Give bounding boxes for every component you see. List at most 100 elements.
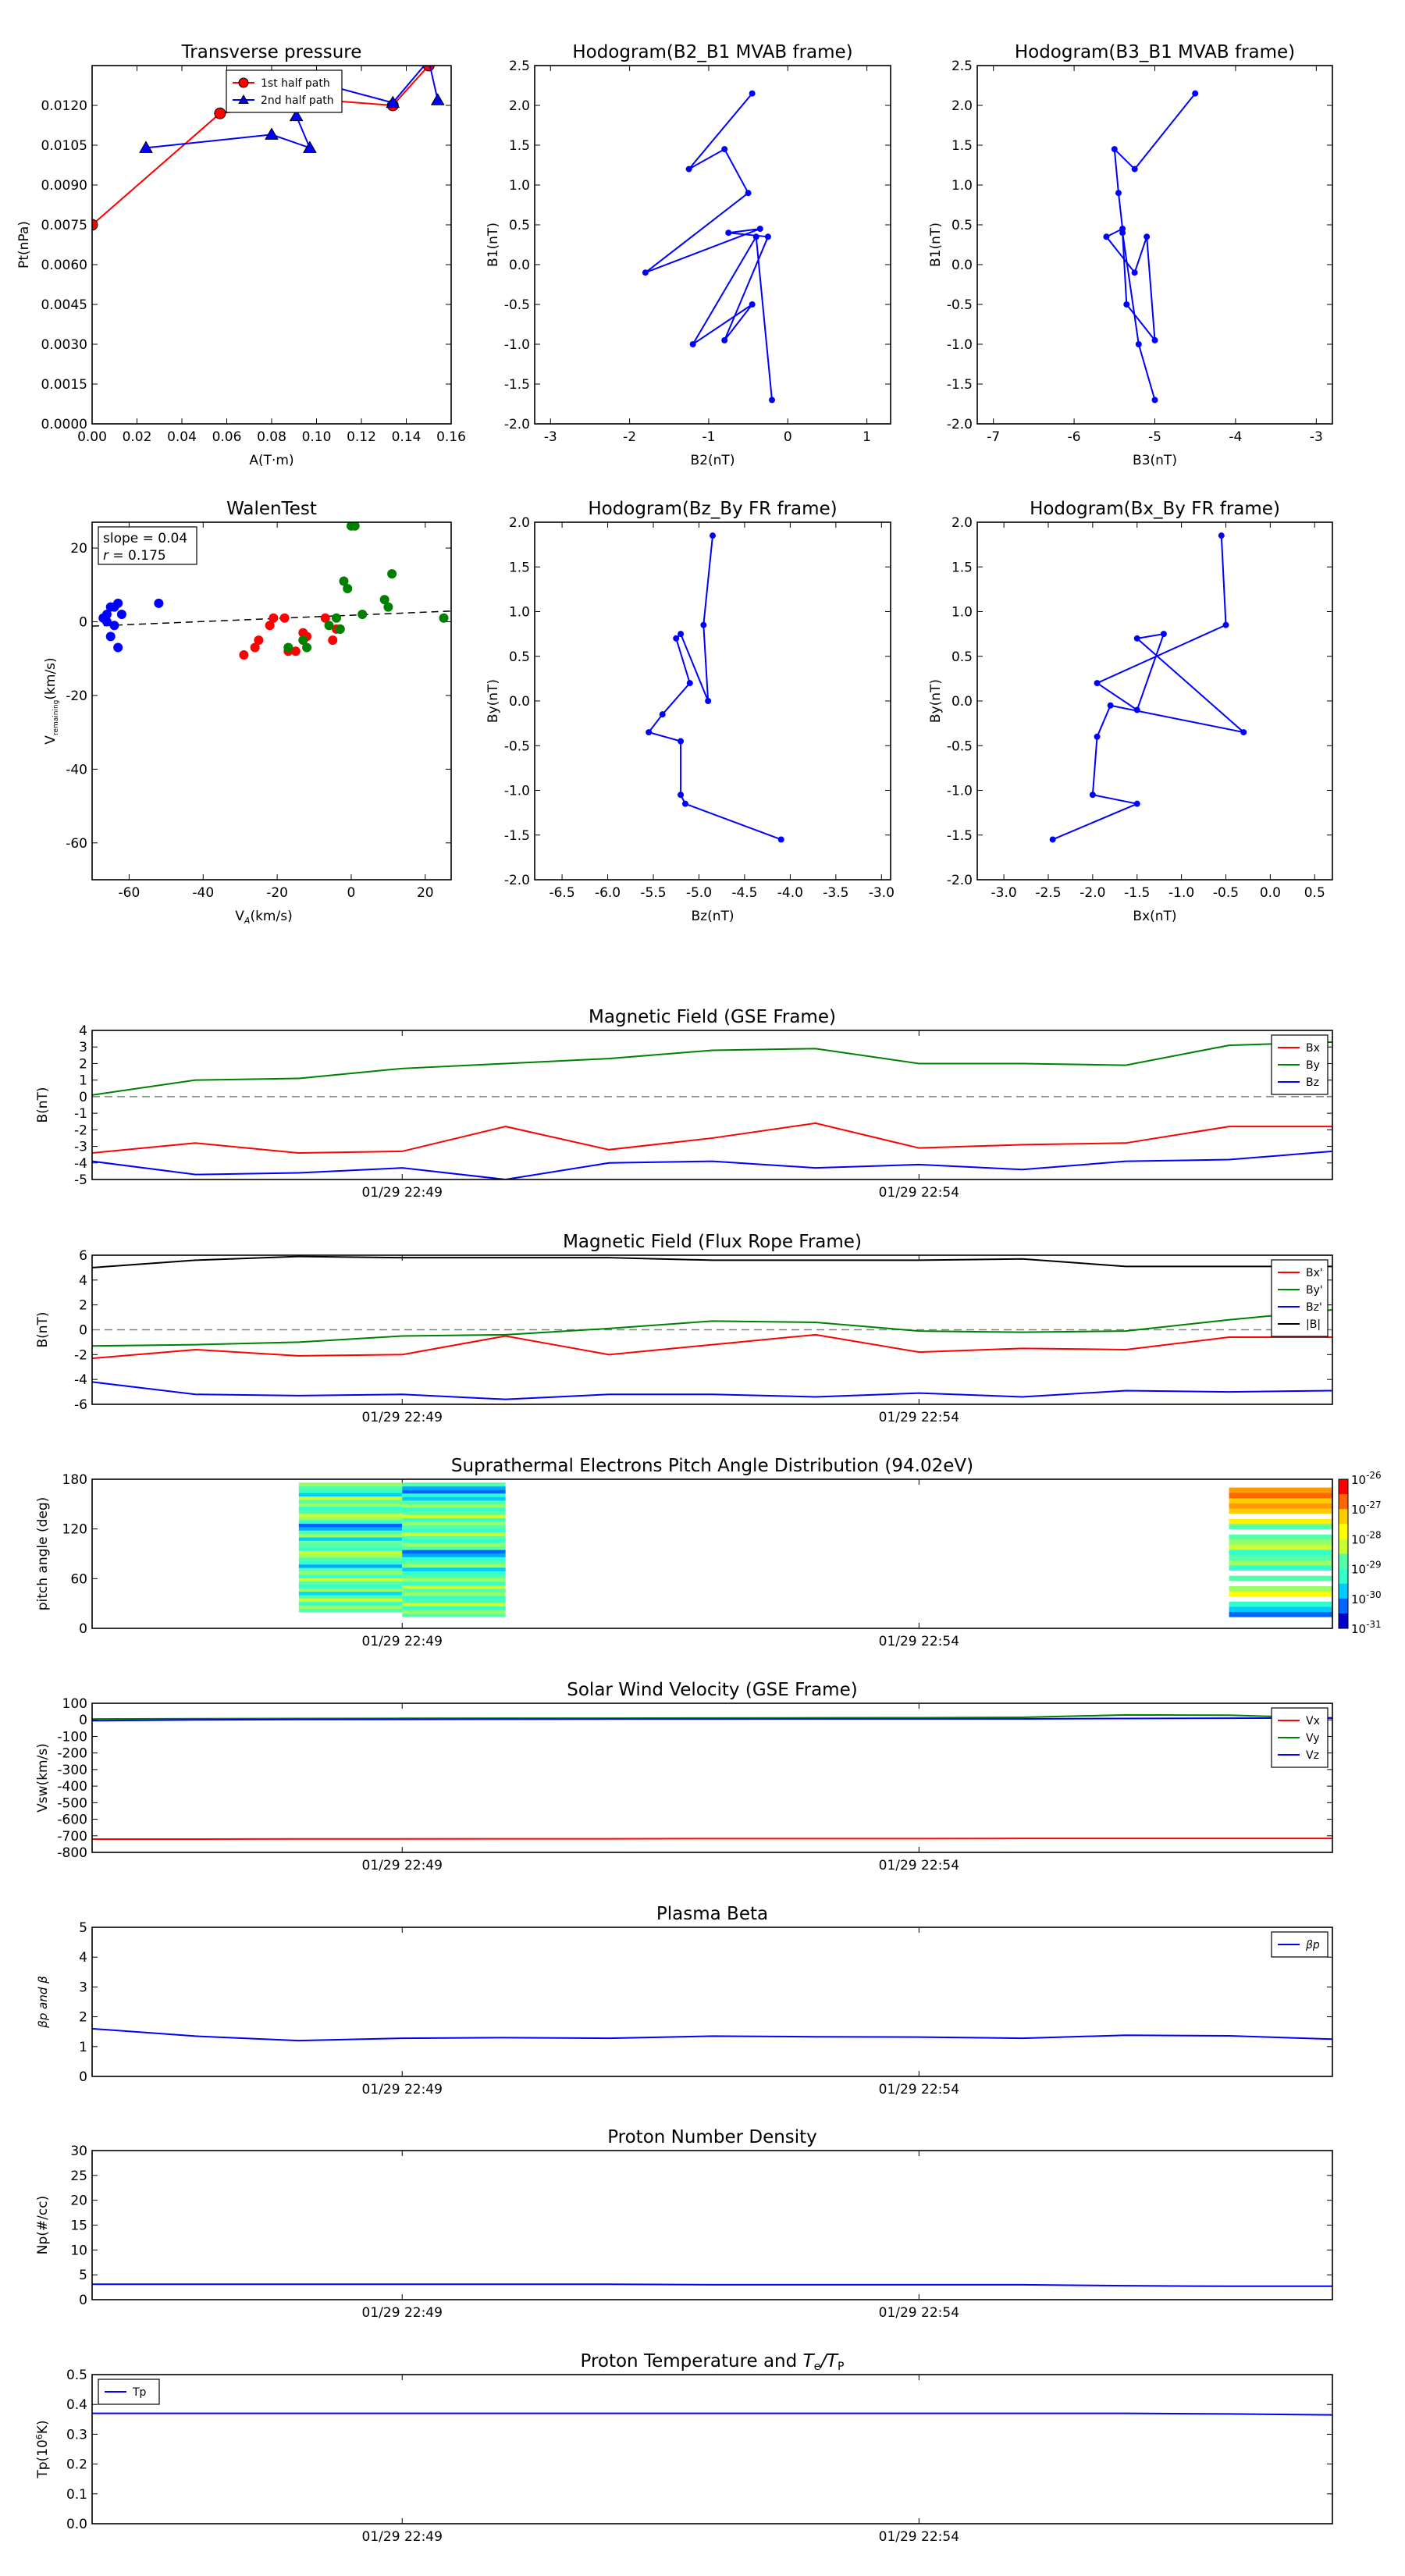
y-axis-label: Vremaining(km/s) bbox=[43, 657, 60, 744]
heatmap-cell bbox=[298, 1574, 403, 1578]
x-tick-label: -20 bbox=[266, 885, 288, 901]
legend-label: Bx' bbox=[1306, 1267, 1323, 1279]
data-point bbox=[1192, 90, 1199, 97]
heatmap-cell bbox=[402, 1603, 506, 1607]
y-tick-label: 0.0 bbox=[951, 694, 973, 710]
x-tick-label: 0.04 bbox=[167, 429, 197, 445]
scatter-point bbox=[324, 621, 334, 631]
data-point bbox=[769, 397, 775, 404]
y-tick-label: 2 bbox=[79, 1056, 87, 1072]
plot-area bbox=[92, 2027, 1332, 2042]
chart-title: Hodogram(B2_B1 MVAB frame) bbox=[572, 42, 852, 62]
x-tick-label: -40 bbox=[192, 885, 214, 901]
series-line bbox=[92, 1255, 1332, 1268]
heatmap-cell bbox=[298, 1530, 403, 1535]
series-line bbox=[1052, 535, 1247, 841]
heatmap-cell bbox=[402, 1528, 506, 1533]
plot-area bbox=[646, 532, 784, 843]
y-tick-label: -2 bbox=[74, 1347, 87, 1363]
y-tick-label: -2.0 bbox=[504, 417, 530, 432]
panel-vsw: Solar Wind Velocity (GSE Frame)-800-700-… bbox=[35, 1680, 1333, 1873]
heatmap-cell bbox=[298, 1496, 403, 1500]
y-tick-label: -0.5 bbox=[504, 738, 530, 754]
x-tick-label: 0.5 bbox=[1304, 885, 1325, 901]
data-point bbox=[749, 301, 756, 308]
heatmap-cell bbox=[402, 1542, 506, 1547]
chart-title: Hodogram(Bz_By FR frame) bbox=[588, 499, 837, 519]
plot-area bbox=[92, 2412, 1332, 2416]
heatmap-cell bbox=[1229, 1554, 1332, 1560]
heatmap-cell bbox=[402, 1535, 506, 1540]
scatter-point bbox=[105, 632, 116, 642]
plot-area bbox=[92, 522, 451, 660]
y-tick-label: -1.0 bbox=[504, 337, 530, 353]
heatmap-cell bbox=[1229, 1508, 1332, 1514]
heatmap-cell bbox=[402, 1578, 506, 1582]
data-point bbox=[289, 109, 304, 122]
scatter-point bbox=[109, 621, 119, 631]
y-tick-label: 1.0 bbox=[951, 178, 973, 194]
x-tick-label: -5.5 bbox=[640, 885, 666, 901]
data-point bbox=[685, 165, 692, 173]
plot-area bbox=[92, 1041, 1332, 1179]
chart-title: Transverse pressure bbox=[181, 42, 362, 62]
series-line bbox=[92, 1333, 1332, 1360]
data-point bbox=[1133, 800, 1140, 807]
heatmap-cell bbox=[402, 1521, 506, 1526]
chart-title: Suprathermal Electrons Pitch Angle Distr… bbox=[451, 1456, 973, 1476]
plot-frame bbox=[534, 521, 891, 881]
x-tick-label: 0.08 bbox=[257, 429, 286, 445]
data-point bbox=[777, 836, 784, 843]
heatmap-cell bbox=[402, 1564, 506, 1568]
legend: Bx By Bz bbox=[1271, 1034, 1329, 1095]
data-point bbox=[1107, 702, 1114, 709]
x-tick-label: -4.5 bbox=[731, 885, 757, 901]
data-point bbox=[705, 698, 712, 704]
series-line bbox=[92, 1309, 1332, 1347]
heatmap-cell bbox=[1229, 1523, 1332, 1530]
panel-hodo_bzby: Hodogram(Bz_By FR frame) -2.0 -1.5 -1.0 -0.5… bbox=[486, 499, 895, 924]
y-tick-label: 1.5 bbox=[509, 560, 530, 575]
legend: 1st half path 2nd half path bbox=[226, 69, 343, 113]
legend-label: Tp bbox=[132, 2386, 147, 2399]
x-tick-label: -6.5 bbox=[549, 885, 574, 901]
y-axis-label: Tp(106K) bbox=[34, 2420, 51, 2478]
heatmap-cell bbox=[298, 1493, 403, 1497]
legend-label: Bz' bbox=[1306, 1301, 1322, 1314]
y-tick-label: -2.0 bbox=[947, 417, 973, 432]
y-tick-label: 0.0015 bbox=[41, 377, 87, 393]
scatter-point bbox=[279, 613, 290, 623]
y-tick-label: 0 bbox=[79, 2069, 87, 2085]
x-tick-label: -4.0 bbox=[777, 885, 803, 901]
x-tick-label: -3 bbox=[544, 429, 557, 445]
heatmap-cell bbox=[298, 1526, 403, 1531]
series-line bbox=[92, 1838, 1332, 1841]
panel-temp: Proton Temperature and Te/TP 0.0 0.1 0.2 0.3… bbox=[34, 2351, 1333, 2545]
y-tick-label: 0.0030 bbox=[41, 337, 87, 353]
x-tick-label: -6 bbox=[1068, 429, 1081, 445]
colorbar-segment bbox=[1339, 1613, 1348, 1629]
y-tick-label: 2.0 bbox=[951, 98, 973, 114]
y-tick-label: 180 bbox=[62, 1472, 87, 1488]
y-tick-label: 2 bbox=[79, 1298, 87, 1314]
x-tick-label: 01/29 22:54 bbox=[879, 1410, 959, 1425]
panel-hodo_b3b1: Hodogram(B3_B1 MVAB frame) -2.0 -1.5 -1.0 -0… bbox=[928, 42, 1333, 468]
annotation-r: r = 0.175 bbox=[103, 548, 166, 564]
legend-label: Vz bbox=[1306, 1749, 1319, 1762]
scatter-point bbox=[116, 610, 126, 620]
scatter-point bbox=[383, 602, 393, 612]
scatter-point bbox=[379, 595, 389, 605]
heatmap-cell bbox=[298, 1536, 403, 1541]
x-tick-label: -4 bbox=[1229, 429, 1242, 445]
panel-pad: Suprathermal Electrons Pitch Angle Distr… bbox=[35, 1456, 1349, 1649]
y-tick-label: -800 bbox=[57, 1845, 87, 1861]
heatmap-cell bbox=[298, 1601, 403, 1606]
y-tick-label: -40 bbox=[66, 762, 87, 777]
heatmap-cell bbox=[402, 1507, 506, 1511]
data-point bbox=[1131, 165, 1138, 173]
x-tick-label: 01/29 22:54 bbox=[879, 1185, 959, 1201]
y-tick-label: 25 bbox=[70, 2169, 87, 2184]
heatmap-cell bbox=[298, 1506, 403, 1510]
data-point bbox=[710, 532, 716, 539]
